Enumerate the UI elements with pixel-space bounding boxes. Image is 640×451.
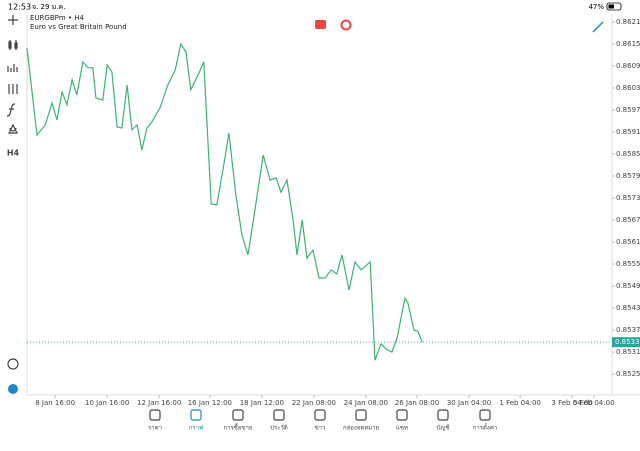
- y-tick-label: 0.85250: [616, 370, 640, 378]
- nav-label[interactable]: ข่าว: [315, 425, 326, 432]
- nav-icon[interactable]: [232, 409, 244, 421]
- draw-tool[interactable]: [592, 21, 604, 33]
- price-line: [26, 42, 423, 361]
- function-tool[interactable]: [6, 103, 16, 117]
- nav-label[interactable]: บัญชี: [437, 424, 450, 432]
- crosshair-tool[interactable]: [8, 15, 18, 25]
- battery-fill: [608, 4, 614, 9]
- x-tick-label: 12 Jan 16:00: [137, 399, 181, 407]
- x-tick-label: 16 Jan 12:00: [188, 399, 232, 407]
- nav-label[interactable]: กราฟ: [189, 425, 203, 432]
- nav-icon[interactable]: [437, 409, 449, 421]
- mql-button[interactable]: [8, 384, 18, 394]
- timeframe-button[interactable]: H4: [7, 149, 20, 158]
- nav-label[interactable]: การตั้งค่า: [473, 422, 497, 432]
- chart-subtitle: Euro vs Great Britain Pound: [30, 23, 127, 31]
- nav-label[interactable]: ประวัติ: [270, 425, 288, 432]
- objects-tool[interactable]: [8, 123, 18, 134]
- x-tick-label: 8 Jan 16:00: [35, 399, 75, 407]
- buy-sell-button[interactable]: [315, 20, 326, 29]
- nav-icon[interactable]: [190, 409, 202, 421]
- battery-level: 47%: [588, 3, 604, 11]
- chart-type-tool[interactable]: [8, 40, 18, 50]
- x-tick-label: 22 Jan 08:00: [292, 399, 336, 407]
- x-tick-label: 1 Feb 04:00: [499, 399, 540, 407]
- x-tick-label: 26 Jan 08:00: [395, 399, 439, 407]
- signals-tool[interactable]: [7, 358, 19, 370]
- nav-icon[interactable]: [314, 409, 326, 421]
- status-time: 12:53: [8, 3, 31, 12]
- settings-tool[interactable]: [8, 84, 18, 94]
- x-tick-label: 5 Feb 04:00: [573, 399, 614, 407]
- nav-icon[interactable]: [273, 409, 285, 421]
- nav-icon[interactable]: [479, 409, 491, 421]
- nav-label[interactable]: การซื้อขาย: [224, 422, 253, 432]
- current-price-box: [612, 337, 640, 348]
- x-tick-label: 10 Jan 16:00: [85, 399, 129, 407]
- current-price-label: 0.85337: [615, 338, 640, 346]
- nav-icon[interactable]: [355, 409, 367, 421]
- trade-button[interactable]: [340, 19, 352, 31]
- nav-label[interactable]: กล่องจดหมาย: [343, 425, 379, 432]
- nav-label[interactable]: แชท: [396, 425, 408, 432]
- nav-label[interactable]: ราคา: [148, 425, 162, 432]
- x-tick-label: 18 Jan 12:00: [240, 399, 284, 407]
- x-tick-label: 3 Feb 04:00: [551, 399, 592, 407]
- chart-title: EURGBPm • H4: [30, 14, 85, 22]
- indicators-tool[interactable]: [7, 64, 18, 72]
- nav-icon[interactable]: [149, 409, 161, 421]
- bottom-nav: ราคา กราฟ การซื้อขาย ประวัติ ข่าว กล่องจดหมาย…: [148, 409, 497, 432]
- battery-icon: [606, 2, 622, 11]
- nav-icon[interactable]: [396, 409, 408, 421]
- left-toolbar: H4: [7, 15, 20, 394]
- x-tick-label: 30 Jan 04:00: [447, 399, 491, 407]
- status-date: จ. 29 ม.ค.: [32, 3, 65, 11]
- x-tick-label: 24 Jan 08:00: [344, 399, 388, 407]
